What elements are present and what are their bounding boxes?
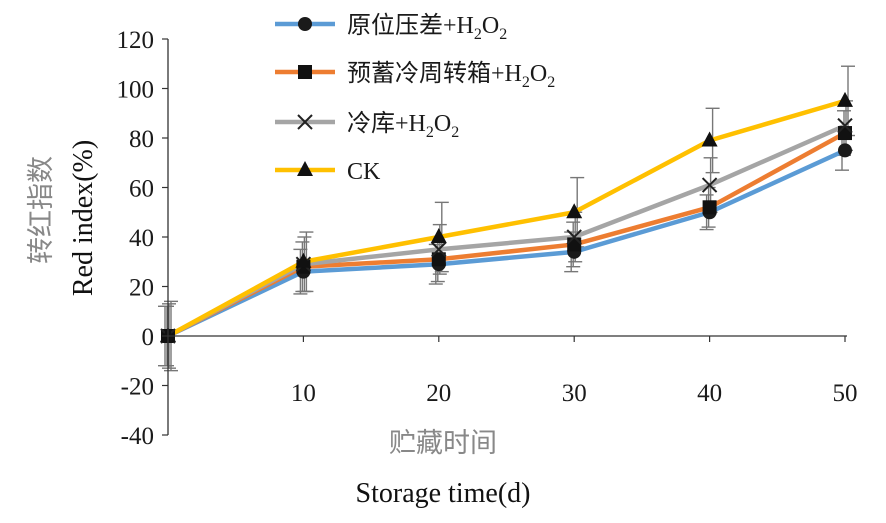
legend-label-part: O bbox=[530, 61, 547, 87]
legend-label: 原位压差+H2O2 bbox=[347, 12, 507, 43]
x-tick-label: 40 bbox=[697, 380, 722, 407]
legend-label-part: O bbox=[434, 111, 451, 137]
marker-triangle bbox=[430, 228, 447, 243]
series-line bbox=[166, 131, 847, 339]
series-line bbox=[167, 148, 846, 339]
x-tick-label: 50 bbox=[833, 380, 858, 407]
y-tick-label: 0 bbox=[142, 324, 155, 351]
marker-triangle bbox=[295, 252, 312, 268]
legend-label-part: 冷库+H bbox=[347, 110, 426, 137]
marker-triangle bbox=[837, 91, 853, 107]
y-tick-label: -40 bbox=[121, 423, 154, 450]
y-tick-label: 120 bbox=[117, 27, 155, 54]
marker-x bbox=[431, 241, 447, 258]
marker-triangle bbox=[566, 203, 583, 219]
legend-item: CK bbox=[275, 159, 381, 185]
marker-x bbox=[701, 177, 718, 193]
y-tick-label: 60 bbox=[129, 176, 154, 203]
y-tick-label: 40 bbox=[129, 225, 154, 252]
axes: -40 -20 0 20 40 60 80 100 120 10 20 30 40 50 bbox=[117, 27, 858, 450]
y-axis-title-cn: 转红指数 bbox=[26, 156, 56, 264]
series-lines bbox=[166, 98, 847, 339]
y-tick-label: -20 bbox=[121, 374, 154, 401]
marker-square bbox=[702, 200, 717, 215]
y-tick-label: 100 bbox=[117, 77, 155, 104]
legend-label: 冷库+H2O2 bbox=[347, 110, 459, 141]
legend-label-part: 2 bbox=[547, 74, 555, 91]
legend-label: 预蓄冷周转箱+H2O2 bbox=[347, 60, 555, 91]
y-tick-label: 80 bbox=[129, 126, 154, 153]
marker-x bbox=[566, 229, 582, 245]
marker-triangle bbox=[701, 131, 718, 147]
y-tick-label: 20 bbox=[129, 275, 154, 302]
series-line bbox=[166, 123, 846, 338]
legend-label-part: O bbox=[482, 13, 499, 39]
series-line bbox=[166, 98, 846, 338]
legend-label-part: 2 bbox=[499, 26, 507, 43]
error-bars bbox=[158, 65, 855, 372]
legend-label-part: 2 bbox=[426, 124, 434, 141]
x-tick-label: 10 bbox=[291, 380, 316, 407]
marker-circle bbox=[838, 143, 852, 158]
marker-square bbox=[431, 252, 446, 267]
axis-titles: 转红指数 Red index(%) 贮藏时间 Storage time(d) bbox=[26, 140, 530, 509]
legend-label-part: 2 bbox=[474, 26, 482, 43]
x-tick-label: 20 bbox=[426, 380, 451, 407]
legend-label-part: 预蓄冷周转箱+H bbox=[347, 60, 522, 87]
marker-x bbox=[297, 114, 313, 130]
marker-circle bbox=[298, 17, 312, 31]
legend-item: 冷库+H2O2 bbox=[275, 110, 459, 141]
x-axis-title-cn: 贮藏时间 bbox=[389, 428, 497, 458]
y-axis-title: Red index(%) bbox=[68, 140, 99, 296]
legend-item: 原位压差+H2O2 bbox=[275, 12, 507, 43]
marker-square bbox=[298, 65, 312, 79]
legend-label: CK bbox=[347, 159, 381, 185]
marker-triangle bbox=[297, 161, 313, 176]
legend-label-part: 2 bbox=[522, 74, 530, 91]
marker-x bbox=[837, 117, 853, 134]
legend-label-part: 原位压差+H bbox=[347, 12, 474, 39]
x-tick-label: 30 bbox=[562, 380, 587, 407]
legend-label-part: CK bbox=[347, 159, 381, 185]
legend-item: 预蓄冷周转箱+H2O2 bbox=[275, 60, 555, 91]
marker-square bbox=[838, 126, 852, 141]
series-markers bbox=[160, 91, 853, 344]
x-axis-title: Storage time(d) bbox=[356, 478, 531, 509]
legend-label-part: 2 bbox=[451, 124, 459, 141]
marker-square bbox=[567, 237, 582, 252]
